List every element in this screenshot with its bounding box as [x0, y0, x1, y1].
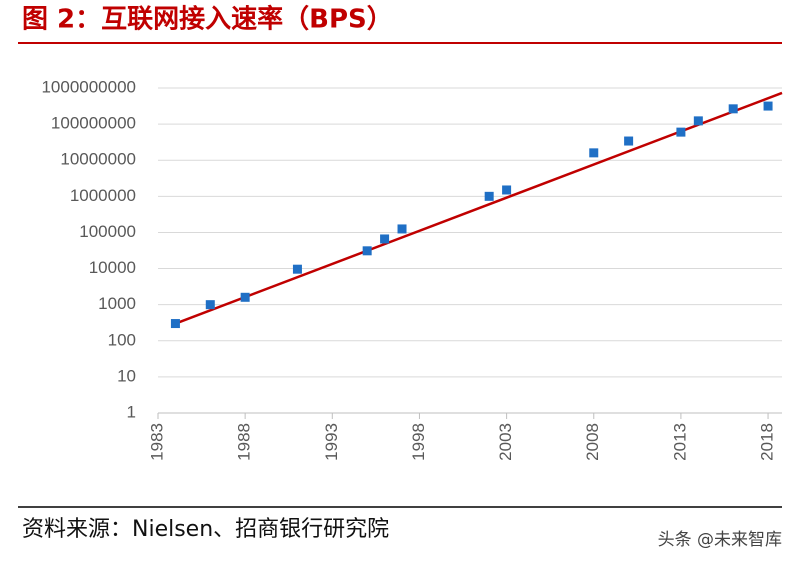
point [763, 101, 773, 111]
x-tick-label: 1983 [147, 423, 166, 461]
point [484, 191, 494, 201]
point [676, 127, 686, 137]
y-tick-label: 1000 [98, 294, 136, 313]
y-tick-label: 100000 [79, 222, 136, 241]
point [170, 319, 180, 329]
y-tick-label: 1000000 [70, 186, 136, 205]
chart-title: 图 2：互联网接入速率（BPS） [22, 4, 393, 35]
point [397, 224, 407, 234]
y-tick-label: 100 [108, 330, 136, 349]
x-tick-label: 1998 [409, 423, 428, 461]
point [624, 136, 634, 146]
trend-line [171, 91, 783, 327]
point [380, 234, 390, 244]
point [728, 104, 738, 114]
y-tick-label: 1000000000 [41, 77, 136, 96]
point [502, 185, 512, 195]
x-tick-label: 2013 [670, 423, 689, 461]
x-tick-label: 1993 [322, 423, 341, 461]
point [292, 264, 302, 274]
y-tick-label: 100000000 [51, 114, 136, 133]
y-tick-label: 10000000 [60, 150, 136, 169]
y-tick-label: 10 [117, 366, 136, 385]
watermark: 头条 @未来智库 [658, 530, 782, 550]
x-tick-label: 2003 [496, 423, 515, 461]
x-tick-label: 2018 [758, 423, 777, 461]
y-tick-label: 1 [127, 402, 136, 421]
point [589, 148, 599, 158]
y-tick-label: 10000 [89, 258, 136, 277]
point [693, 116, 703, 126]
point [205, 300, 215, 310]
x-tick-label: 1988 [235, 423, 254, 461]
point [362, 246, 372, 256]
source: 资料来源：Nielsen、招商银行研究院 [22, 517, 389, 542]
point [240, 292, 250, 302]
x-tick-label: 2008 [583, 423, 602, 461]
